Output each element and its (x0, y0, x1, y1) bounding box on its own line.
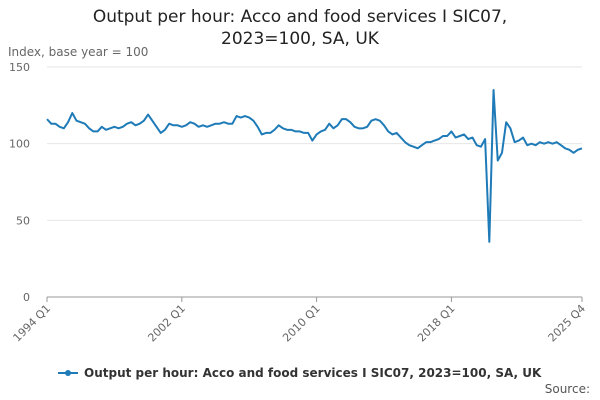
y-tick-label: 0 (23, 291, 30, 304)
legend-marker (65, 370, 71, 376)
y-axis-subtitle: Index, base year = 100 (8, 45, 148, 59)
source: Source: (545, 382, 590, 396)
x-tick-label: 2018 Q1 (415, 302, 458, 345)
x-tick-label: 2010 Q1 (280, 302, 323, 345)
chart-title: Output per hour: Acco and food services … (92, 7, 508, 49)
x-tick-label: 1994 Q1 (11, 302, 54, 345)
x-tick-label: 2002 Q1 (145, 302, 188, 345)
y-tick-label: 150 (9, 61, 30, 74)
y-tick-label: 100 (9, 138, 30, 151)
x-tick-label: 2025 Q4 (546, 302, 589, 345)
legend-label: Output per hour: Acco and food services … (84, 366, 542, 380)
y-tick-label: 50 (16, 214, 30, 227)
data-line (46, 89, 583, 243)
